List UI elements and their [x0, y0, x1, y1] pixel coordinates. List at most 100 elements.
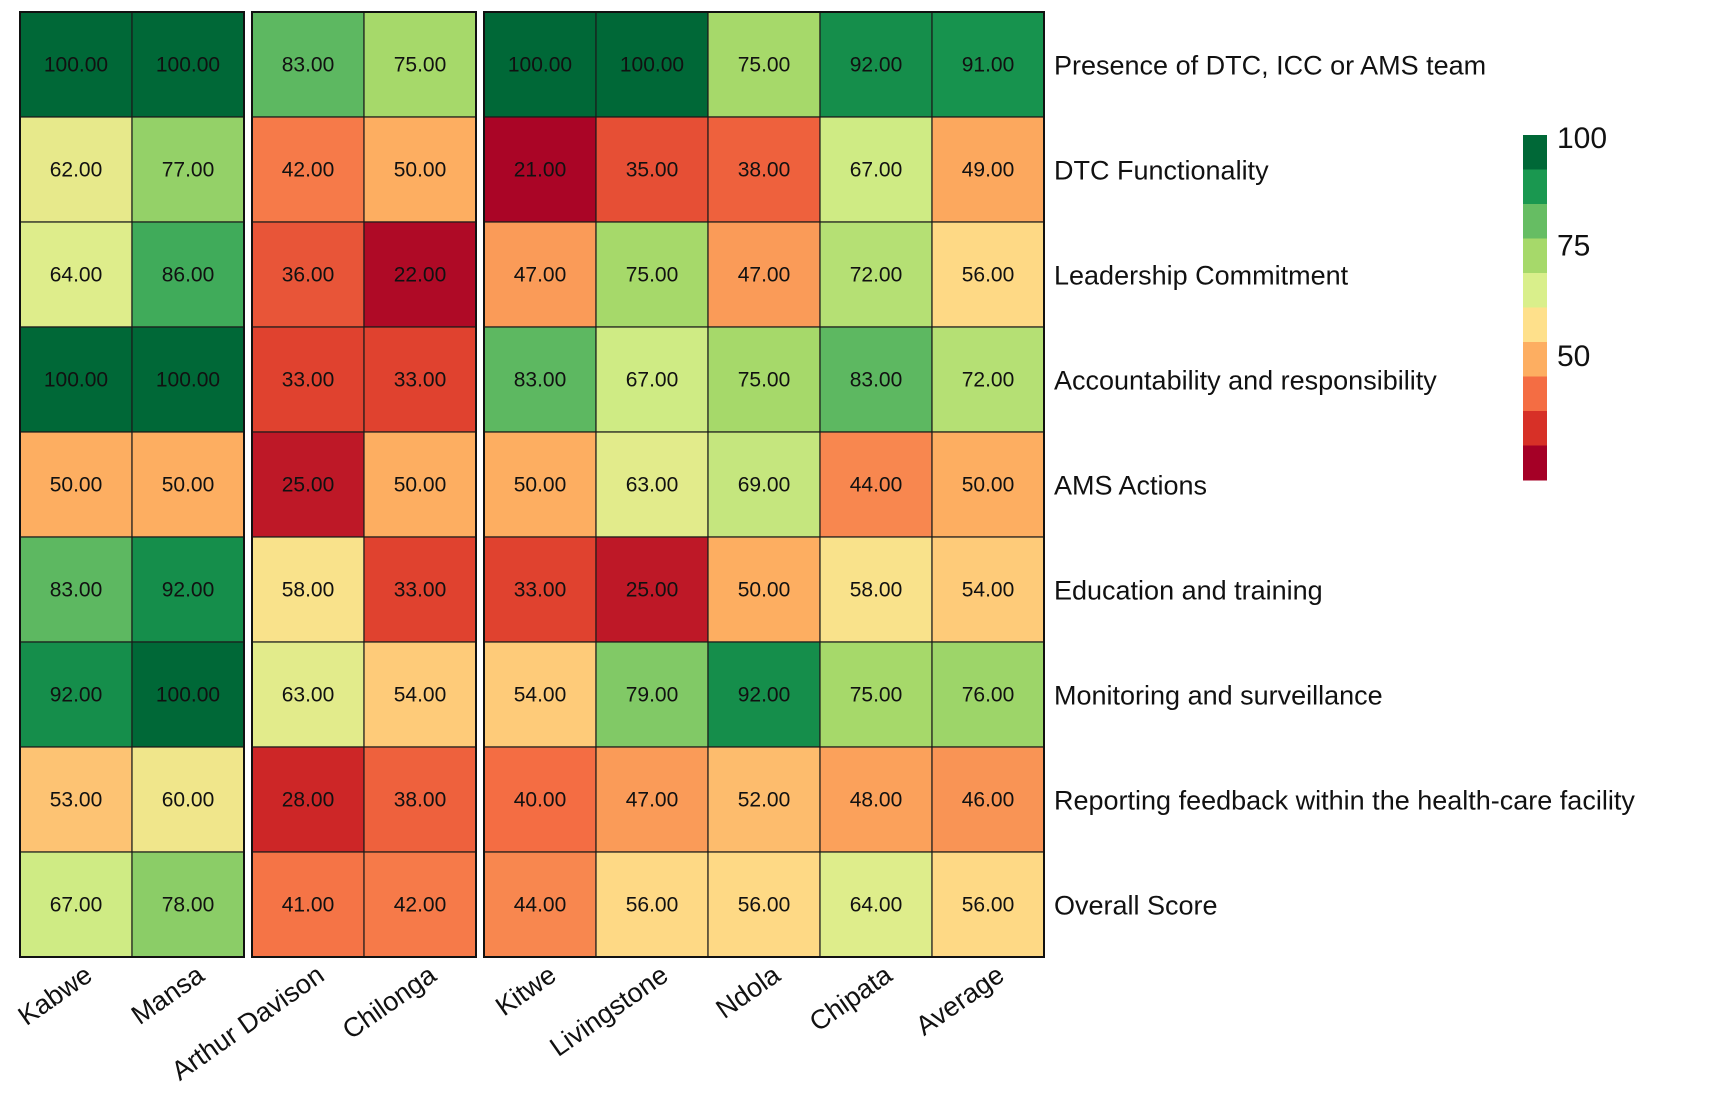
heatmap-cell: [251, 116, 365, 223]
row-label: Reporting feedback within the health-car…: [1054, 786, 1635, 816]
cell-value-label: 52.00: [738, 789, 791, 812]
column-label: Kabwe: [13, 959, 98, 1031]
column-label: Mansa: [126, 959, 210, 1031]
cell-value-label: 62.00: [50, 159, 103, 182]
heatmap-cell: [19, 326, 133, 433]
cell-value-label: 50.00: [50, 474, 103, 497]
cell-value-label: 78.00: [162, 894, 215, 917]
cell-value-label: 72.00: [850, 264, 903, 287]
heatmap-cell: [19, 851, 133, 958]
cell-value-label: 54.00: [514, 684, 567, 707]
heatmap-cell: [131, 851, 245, 958]
heatmap-cell: [483, 11, 597, 118]
heatmap-cell: [363, 746, 477, 853]
cell-value-label: 38.00: [394, 789, 447, 812]
heatmap-cell: [363, 431, 477, 538]
cell-value-label: 72.00: [962, 369, 1015, 392]
cell-value-label: 40.00: [514, 789, 567, 812]
heatmap-cell: [595, 11, 709, 118]
cell-value-label: 75.00: [850, 684, 903, 707]
cell-value-label: 47.00: [626, 789, 679, 812]
cell-value-label: 100.00: [44, 54, 108, 77]
heatmap-cell: [931, 116, 1045, 223]
cell-value-label: 44.00: [514, 894, 567, 917]
row-label: Accountability and responsibility: [1054, 366, 1437, 396]
legend-tick-label: 50: [1557, 340, 1590, 373]
cell-value-label: 75.00: [738, 369, 791, 392]
color-legend: 100 75 50: [1523, 122, 1607, 481]
cell-value-label: 92.00: [162, 579, 215, 602]
cell-value-label: 25.00: [282, 474, 335, 497]
heatmap-cell: [131, 326, 245, 433]
cell-value-label: 76.00: [962, 684, 1015, 707]
heatmap-cell: [595, 536, 709, 643]
row-labels: Presence of DTC, ICC or AMS team DTC Func…: [1054, 51, 1635, 921]
row-label: Monitoring and surveillance: [1054, 681, 1383, 711]
cell-value-label: 67.00: [50, 894, 103, 917]
cell-value-label: 33.00: [282, 369, 335, 392]
cell-value-label: 47.00: [514, 264, 567, 287]
row-label: Leadership Commitment: [1054, 261, 1349, 291]
heatmap-cell: [363, 851, 477, 958]
heatmap-cell: [363, 536, 477, 643]
cell-value-label: 63.00: [626, 474, 679, 497]
heatmap-cell: [707, 641, 821, 748]
heatmap-cell: [595, 851, 709, 958]
row-label: Presence of DTC, ICC or AMS team: [1054, 51, 1486, 81]
cell-value-label: 50.00: [962, 474, 1015, 497]
cell-value-label: 42.00: [394, 894, 447, 917]
heatmap-cell: [363, 116, 477, 223]
legend-swatch: [1523, 169, 1547, 205]
cell-value-label: 100.00: [156, 54, 220, 77]
cell-value-label: 77.00: [162, 159, 215, 182]
cell-value-label: 56.00: [962, 264, 1015, 287]
group-borders: [19, 11, 1045, 958]
column-label: Livingstone: [544, 959, 673, 1062]
heatmap-cell: [595, 746, 709, 853]
legend-swatch: [1523, 204, 1547, 239]
column-label: Average: [910, 959, 1009, 1041]
heatmap-cell: [19, 746, 133, 853]
cell-value-label: 54.00: [962, 579, 1015, 602]
heatmap-cell: [251, 431, 365, 538]
heatmap-cell: [131, 11, 245, 118]
heatmap-cell: [251, 536, 365, 643]
cell-value-label: 92.00: [850, 54, 903, 77]
heatmap-cell: [19, 221, 133, 328]
cell-value-label: 86.00: [162, 264, 215, 287]
cell-value-label: 54.00: [394, 684, 447, 707]
heatmap-cell: [251, 221, 365, 328]
cell-value-label: 79.00: [626, 684, 679, 707]
cell-value-label: 67.00: [850, 159, 903, 182]
heatmap-cell: [483, 116, 597, 223]
cell-value-label: 50.00: [394, 159, 447, 182]
cell-value-label: 92.00: [738, 684, 791, 707]
cell-value-label: 58.00: [282, 579, 335, 602]
cell-value-label: 33.00: [394, 579, 447, 602]
cell-value-label: 35.00: [626, 159, 679, 182]
cell-value-label: 64.00: [50, 264, 103, 287]
legend-swatch: [1523, 411, 1547, 446]
heatmap-cell: [931, 536, 1045, 643]
legend-tick-label: 100: [1557, 122, 1607, 155]
heatmap-cell: [19, 536, 133, 643]
column-group-border: [19, 11, 245, 958]
column-group-border: [483, 11, 1045, 958]
legend-swatch: [1523, 273, 1547, 308]
row-label: DTC Functionality: [1054, 156, 1269, 186]
cell-value-label: 50.00: [514, 474, 567, 497]
column-label: Chipata: [804, 959, 898, 1038]
heatmap-cell: [19, 116, 133, 223]
heatmap-cell: [131, 641, 245, 748]
legend-swatch: [1523, 342, 1547, 377]
legend-swatch: [1523, 445, 1547, 481]
cell-value-label: 100.00: [44, 369, 108, 392]
heatmap-cell: [251, 746, 365, 853]
row-label: AMS Actions: [1054, 471, 1207, 501]
heatmap-cell: [931, 221, 1045, 328]
cell-value-label: 100.00: [156, 684, 220, 707]
heatmap-cell: [363, 326, 477, 433]
cell-value-label: 75.00: [738, 54, 791, 77]
heatmap-cell: [131, 536, 245, 643]
heatmap-cell: [931, 746, 1045, 853]
